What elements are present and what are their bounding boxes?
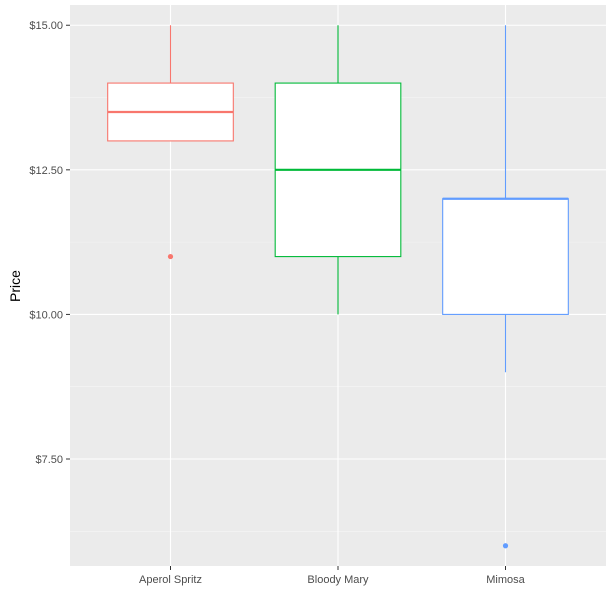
outlier-point xyxy=(167,253,174,260)
outlier-point xyxy=(502,543,509,549)
x-axis: Aperol Spritz Bloody Mary Mimosa xyxy=(139,566,526,586)
y-tick-label: $10.00 xyxy=(29,309,63,321)
y-tick-label: $15.00 xyxy=(29,20,63,32)
x-tick-label: Mimosa xyxy=(486,574,525,586)
x-tick-label: Aperol Spritz xyxy=(139,574,202,586)
y-axis-title: Price xyxy=(7,270,23,302)
box-aperol-spritz xyxy=(107,25,234,260)
y-axis: $7.50 $10.00 $12.50 $15.00 xyxy=(29,20,70,466)
y-tick-label: $12.50 xyxy=(29,165,63,177)
box-series xyxy=(107,25,569,549)
box-mimosa xyxy=(442,25,569,549)
y-tick-label: $7.50 xyxy=(35,454,63,466)
box-iqr xyxy=(442,198,569,315)
x-tick-label: Bloody Mary xyxy=(307,574,369,586)
box-bloody-mary xyxy=(274,25,402,315)
